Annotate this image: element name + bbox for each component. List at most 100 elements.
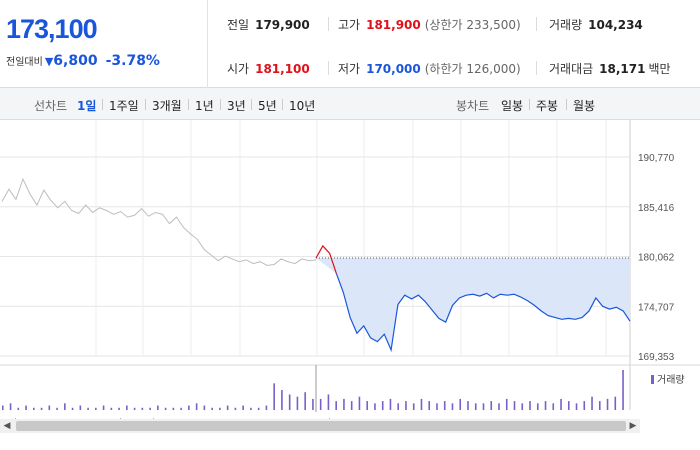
volume-bar [428, 401, 431, 410]
divider [145, 99, 146, 110]
tab-3month[interactable]: 3개월 [152, 99, 182, 113]
stat-label: 거래량 [549, 18, 583, 32]
volume-bar [102, 405, 105, 410]
volume-bar [505, 398, 508, 410]
volume-bar [48, 405, 51, 410]
stat-trade-value: 거래대금 18,171 백만 [549, 60, 677, 77]
stat-value: 170,000 [366, 62, 421, 76]
volume-bar [87, 407, 89, 410]
stat-label: 시가 [227, 62, 250, 76]
lower-limit: (하한가 126,000) [424, 62, 521, 76]
tab-10year[interactable]: 10년 [289, 99, 316, 113]
volume-bar [575, 403, 578, 410]
divider [536, 17, 537, 31]
volume-bar [498, 403, 500, 410]
stat-value: 181,100 [255, 62, 310, 76]
stat-label: 전일 [227, 18, 250, 32]
stat-low: 저가 170,000 (하한가 126,000) [338, 60, 521, 77]
price-chart-svg: 190,770185,416180,062174,707169,35307/30… [0, 120, 700, 429]
volume-bar [219, 407, 221, 410]
stat-unit: 백만 [648, 62, 671, 76]
volume-bar [188, 405, 190, 410]
chart-scrollbar[interactable]: ◀ ▶ [0, 419, 640, 433]
volume-bar [622, 370, 624, 410]
volume-bar [40, 407, 43, 410]
volume-bar [149, 407, 151, 410]
change-percent: -3.78% [105, 53, 160, 69]
volume-bar [118, 407, 120, 410]
y-tick-label: 169,353 [638, 352, 675, 363]
volume-bar [420, 398, 423, 410]
stat-value: 181,900 [366, 18, 421, 32]
volume-bar [319, 398, 322, 410]
volume-bar [141, 407, 144, 410]
volume-bar [79, 405, 82, 410]
volume-bar [327, 394, 330, 410]
volume-bar [157, 405, 159, 410]
scroll-left-icon[interactable]: ◀ [3, 421, 11, 431]
below-prev-close-area [316, 258, 630, 350]
volume-bar [71, 407, 74, 410]
tab-daily-candle[interactable]: 일봉 [501, 99, 524, 113]
today-line-up [315, 244, 338, 274]
volume-bar [110, 407, 113, 410]
volume-bar [482, 403, 485, 410]
tab-weekly-candle[interactable]: 주봉 [536, 99, 559, 113]
upper-limit: (상한가 233,500) [424, 18, 521, 32]
tab-5year[interactable]: 5년 [258, 99, 277, 113]
today-line-down [335, 273, 631, 353]
stat-prev-close: 전일 179,900 [227, 16, 310, 33]
tab-1week[interactable]: 1주일 [109, 99, 139, 113]
volume-bar [172, 407, 175, 410]
tab-1year[interactable]: 1년 [195, 99, 214, 113]
tab-3year[interactable]: 3년 [227, 99, 246, 113]
scroll-right-icon[interactable]: ▶ [629, 421, 637, 431]
volume-bar [164, 407, 167, 410]
stat-label: 거래대금 [549, 62, 594, 76]
change-amount: 6,800 [53, 53, 98, 69]
tab-1day[interactable]: 1일 [77, 99, 97, 113]
volume-bar [397, 403, 400, 410]
stat-value: 104,234 [588, 18, 643, 32]
volume-bar [412, 403, 415, 410]
divider [328, 17, 329, 31]
divider [566, 99, 567, 110]
divider [220, 99, 221, 110]
volume-bar [211, 407, 213, 410]
tab-monthly-candle[interactable]: 월봉 [573, 99, 596, 113]
volume-bar [598, 401, 601, 410]
volume-bar [583, 401, 586, 410]
change-label: 전일대비 [6, 57, 43, 68]
volume-bar [560, 398, 562, 410]
volume-bar [436, 403, 438, 410]
volume-bar [374, 403, 376, 410]
volume-bar [443, 401, 446, 410]
volume-legend-label: 거래량 [657, 375, 685, 386]
volume-bar [335, 401, 337, 410]
volume-bar [95, 407, 97, 410]
volume-bar [405, 401, 407, 410]
intraday-chart: 190,770185,416180,062174,707169,35307/30… [0, 120, 700, 450]
divider [251, 99, 252, 110]
stat-high: 고가 181,900 (상한가 233,500) [338, 16, 521, 33]
volume-bar [296, 396, 299, 410]
scroll-thumb[interactable] [16, 421, 626, 431]
stat-label: 고가 [338, 18, 361, 32]
volume-bar [529, 401, 531, 410]
volume-bar [25, 405, 27, 410]
volume-bar [591, 396, 593, 410]
stat-label: 저가 [338, 62, 361, 76]
down-arrow-icon: ▼ [44, 55, 54, 68]
volume-bar [536, 403, 539, 410]
change-row: 전일대비 ▼6,800 -3.78% [6, 53, 160, 69]
y-tick-label: 190,770 [638, 153, 675, 164]
line-chart-label: 선차트 [34, 99, 68, 113]
volume-bar [467, 401, 469, 410]
volume-bar [242, 405, 244, 410]
volume-bar [133, 407, 136, 410]
stat-volume: 거래량 104,234 [549, 16, 643, 33]
volume-bar [606, 398, 609, 410]
volume-bar [203, 405, 206, 410]
volume-bar [64, 403, 66, 410]
